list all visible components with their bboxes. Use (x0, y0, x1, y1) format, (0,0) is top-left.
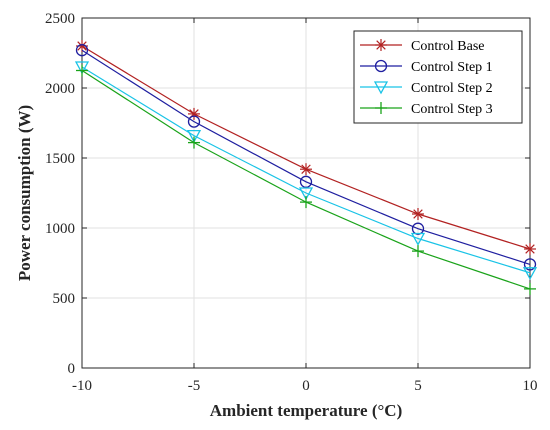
series-line (81, 66, 531, 274)
data-point (300, 196, 312, 209)
marker-triangle (186, 129, 202, 143)
x-tick-label: -5 (188, 378, 201, 394)
data-point (524, 282, 536, 295)
x-tick-label: 5 (414, 378, 422, 394)
y-tick-label: 2500 (45, 11, 75, 27)
marker-circle (187, 115, 201, 128)
marker-stroke (301, 164, 311, 174)
marker-triangle (298, 187, 314, 201)
series-control-step-2 (74, 61, 538, 281)
marker-circle (523, 258, 537, 271)
data-point (74, 61, 90, 75)
legend-item: Control Step 2 (360, 81, 493, 96)
y-tick-label: 1000 (45, 221, 75, 237)
data-point (187, 115, 201, 128)
marker-circle (374, 59, 388, 73)
legend: Control Base Control Step 1 Control Step 2… (353, 30, 523, 124)
axis-ticks: -10 -5 0 5 10 0 500 1000 1500 2000 2500 (45, 11, 538, 394)
marker-circle (299, 175, 313, 188)
y-tick-label: 1500 (45, 151, 75, 167)
data-point (76, 64, 88, 77)
data-point (524, 243, 536, 255)
marker-stroke (376, 40, 386, 50)
data-point (375, 39, 387, 51)
data-point (412, 245, 424, 258)
data-point (522, 267, 538, 281)
x-tick-label: 10 (523, 378, 538, 394)
marker-triangle (74, 61, 90, 75)
legend-label: Control Base (411, 39, 485, 54)
marker-stroke (525, 244, 535, 254)
marker-circle (75, 44, 89, 57)
data-point (373, 81, 389, 95)
data-point (188, 136, 200, 149)
legend-label: Control Step 1 (411, 60, 493, 75)
marker-triangle (373, 81, 389, 95)
legend-item: Control Step 1 (360, 59, 493, 75)
legend-label: Control Step 2 (411, 81, 493, 96)
marker-circle (411, 222, 425, 235)
data-point (186, 129, 202, 143)
x-tick-label: 0 (302, 378, 310, 394)
y-axis-title: Power consumption (W) (15, 105, 34, 281)
y-tick-label: 0 (68, 361, 76, 377)
data-point (412, 208, 424, 220)
data-point (299, 175, 313, 188)
series-control-step-1 (75, 44, 537, 271)
series-control-step-3 (76, 64, 536, 295)
marker-triangle (522, 267, 538, 281)
legend-item: Control Step 3 (360, 102, 493, 117)
marker-stroke (413, 209, 423, 219)
legend-item: Control Base (360, 39, 485, 54)
marker-stroke (77, 41, 87, 51)
x-axis-title: Ambient temperature (°C) (210, 401, 403, 420)
data-point (523, 258, 537, 271)
data-point (374, 59, 388, 73)
y-tick-label: 2000 (45, 81, 75, 97)
series-layer (74, 40, 538, 295)
marker-triangle (410, 232, 426, 246)
y-tick-label: 500 (53, 291, 76, 307)
data-point (75, 44, 89, 57)
data-point (300, 163, 312, 176)
data-point (298, 187, 314, 201)
series-line (81, 49, 531, 265)
data-point (410, 232, 426, 246)
legend-label: Control Step 3 (411, 102, 493, 117)
data-point (411, 222, 425, 235)
data-point (375, 102, 387, 114)
x-tick-label: -10 (72, 378, 92, 394)
